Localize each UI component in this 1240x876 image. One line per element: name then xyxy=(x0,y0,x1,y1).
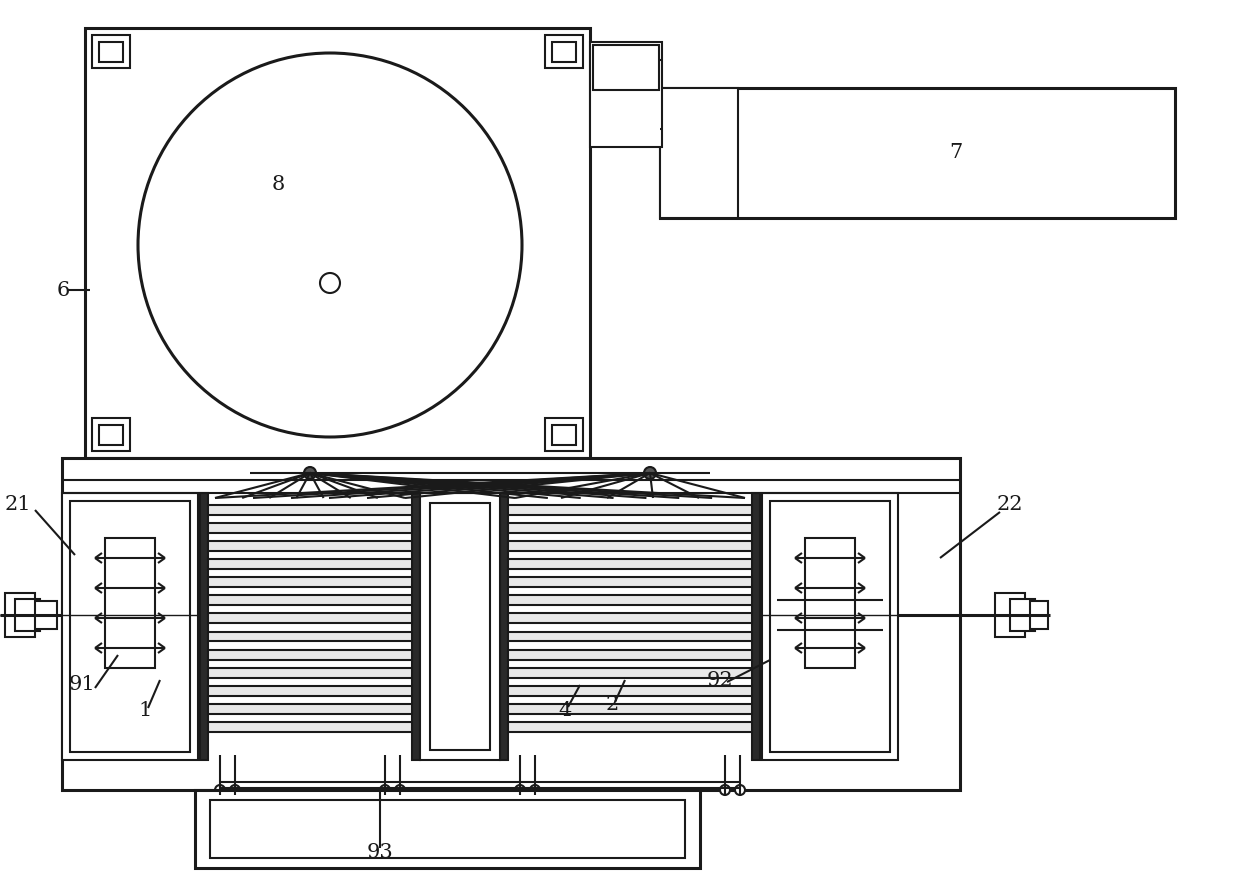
Bar xyxy=(546,35,583,68)
Bar xyxy=(751,493,760,760)
Bar xyxy=(508,632,751,641)
Bar xyxy=(62,458,960,790)
Bar xyxy=(208,613,412,624)
Bar xyxy=(208,505,412,515)
Circle shape xyxy=(215,785,224,795)
Bar xyxy=(508,613,751,624)
Bar xyxy=(92,418,130,451)
Circle shape xyxy=(515,785,525,795)
Circle shape xyxy=(529,785,539,795)
Bar xyxy=(208,523,412,533)
Bar xyxy=(208,541,412,551)
Bar xyxy=(15,599,40,631)
Bar xyxy=(86,28,590,458)
Bar xyxy=(1030,601,1048,629)
Bar xyxy=(590,42,662,147)
Bar xyxy=(208,722,412,731)
Bar xyxy=(552,425,577,445)
Bar xyxy=(105,538,155,668)
Bar xyxy=(208,632,412,641)
Text: 4: 4 xyxy=(558,701,572,719)
Bar xyxy=(208,596,412,605)
Bar xyxy=(1011,599,1035,631)
Bar xyxy=(552,42,577,62)
Bar xyxy=(508,523,751,533)
Bar xyxy=(805,538,856,668)
Bar xyxy=(660,88,1176,218)
Text: 7: 7 xyxy=(950,144,962,163)
Text: 22: 22 xyxy=(997,496,1023,514)
Bar xyxy=(208,559,412,569)
Bar xyxy=(508,577,751,587)
Bar xyxy=(420,493,500,760)
Bar xyxy=(430,503,490,750)
Circle shape xyxy=(379,785,391,795)
Bar xyxy=(660,88,738,218)
Bar xyxy=(546,418,583,451)
Bar xyxy=(508,668,751,678)
Bar xyxy=(200,493,208,760)
Text: 91: 91 xyxy=(68,675,95,695)
Circle shape xyxy=(320,273,340,293)
Bar xyxy=(5,593,35,637)
Text: 1: 1 xyxy=(139,701,151,719)
Text: 92: 92 xyxy=(707,670,733,689)
Bar xyxy=(508,722,751,731)
Bar xyxy=(208,577,412,587)
Text: 21: 21 xyxy=(5,496,31,514)
Bar xyxy=(99,425,123,445)
Bar xyxy=(994,593,1025,637)
Bar xyxy=(208,650,412,660)
Bar xyxy=(208,703,412,714)
Text: 2: 2 xyxy=(605,696,619,715)
Bar xyxy=(412,493,420,760)
Bar xyxy=(508,650,751,660)
Bar xyxy=(593,45,658,90)
Bar xyxy=(69,501,190,752)
Bar xyxy=(508,541,751,551)
Circle shape xyxy=(735,785,745,795)
Bar xyxy=(208,686,412,696)
Circle shape xyxy=(229,785,241,795)
Bar xyxy=(99,42,123,62)
Bar xyxy=(508,596,751,605)
Text: 6: 6 xyxy=(56,280,69,300)
Bar xyxy=(62,493,198,760)
Circle shape xyxy=(396,785,405,795)
Bar xyxy=(208,668,412,678)
Bar xyxy=(500,493,508,760)
Bar xyxy=(92,35,130,68)
Bar xyxy=(210,800,684,858)
Bar xyxy=(763,493,898,760)
Text: 8: 8 xyxy=(272,175,285,194)
Circle shape xyxy=(720,785,730,795)
Bar xyxy=(770,501,890,752)
Bar xyxy=(35,601,57,629)
Bar xyxy=(508,703,751,714)
Circle shape xyxy=(644,467,656,479)
Circle shape xyxy=(138,53,522,437)
Bar xyxy=(508,505,751,515)
Bar xyxy=(508,686,751,696)
Bar xyxy=(508,559,751,569)
Circle shape xyxy=(304,467,316,479)
Bar xyxy=(195,790,701,868)
Text: 93: 93 xyxy=(367,844,393,863)
